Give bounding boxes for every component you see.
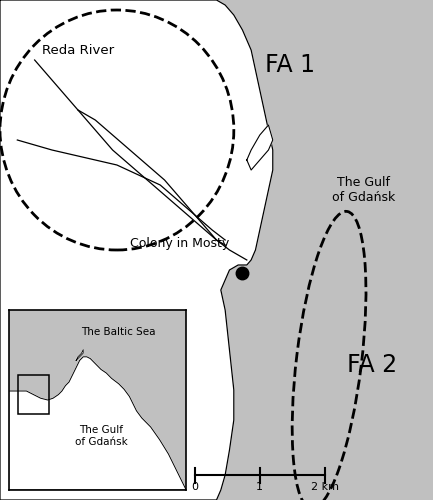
Text: The Gulf
of Gdańsk: The Gulf of Gdańsk bbox=[332, 176, 395, 204]
Text: 0: 0 bbox=[191, 482, 198, 492]
Text: The Gulf
of Gdańsk: The Gulf of Gdańsk bbox=[74, 425, 127, 447]
Text: 2 km: 2 km bbox=[311, 482, 339, 492]
Polygon shape bbox=[76, 350, 83, 360]
Text: Reda River: Reda River bbox=[42, 44, 114, 57]
Polygon shape bbox=[0, 0, 273, 500]
Text: 1: 1 bbox=[256, 482, 263, 492]
Text: FA 2: FA 2 bbox=[347, 353, 397, 377]
Polygon shape bbox=[9, 357, 186, 490]
Text: Colony in Mosty: Colony in Mosty bbox=[130, 237, 229, 250]
Bar bbox=[17, 375, 49, 414]
Text: The Baltic Sea: The Baltic Sea bbox=[81, 326, 156, 336]
Polygon shape bbox=[247, 125, 273, 170]
Text: FA 1: FA 1 bbox=[265, 53, 315, 77]
